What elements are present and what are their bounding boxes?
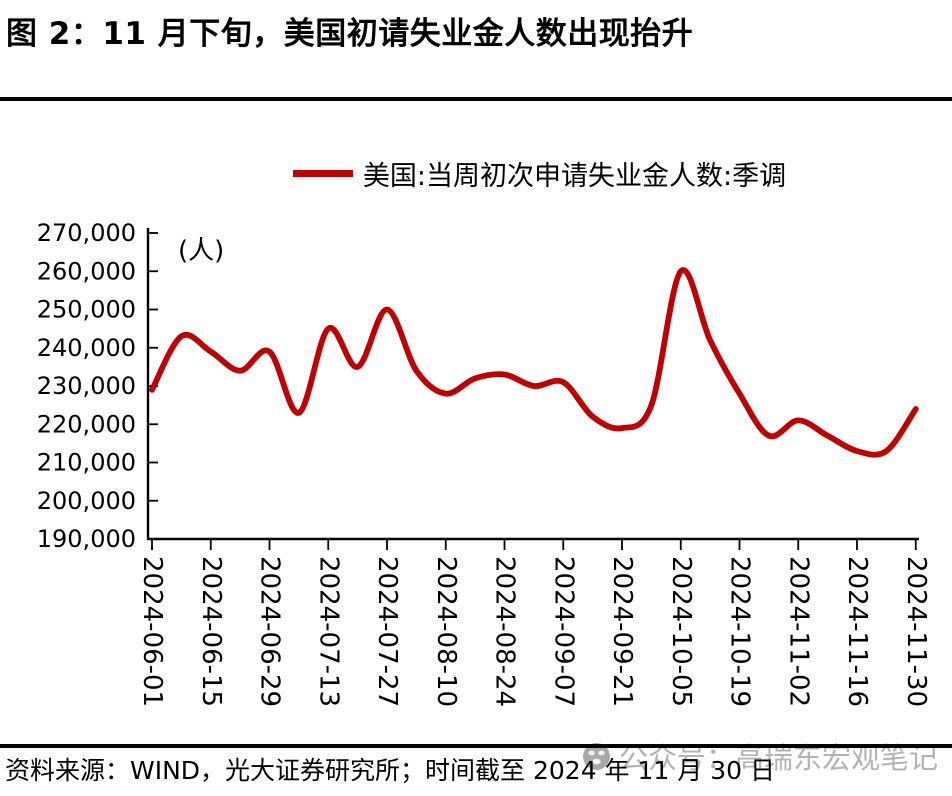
y-tick-label: 220,000 [37, 410, 136, 438]
x-tick-label: 2024-11-02 [783, 556, 813, 707]
x-tick-label: 2024-10-05 [666, 556, 696, 707]
y-axis-unit-label: (人) [178, 236, 225, 266]
x-tick-label: 2024-08-10 [431, 556, 461, 707]
x-tick-label: 2024-10-19 [725, 556, 755, 707]
y-tick-label: 190,000 [37, 525, 136, 553]
x-tick-label: 2024-09-21 [607, 556, 637, 707]
x-tick-label: 2024-06-15 [196, 556, 226, 707]
x-tick-label: 2024-06-01 [137, 556, 167, 707]
x-tick-label: 2024-07-13 [313, 556, 343, 707]
legend-series-label: 美国:当周初次申请失业金人数:季调 [362, 160, 787, 192]
x-tick-label: 2024-08-24 [490, 556, 520, 707]
source-note: 资料来源：WIND，光大证券研究所；时间截至 2024 年 11 月 30 日 [5, 756, 775, 785]
y-tick-label: 260,000 [37, 257, 136, 285]
x-tick-label: 2024-06-29 [255, 556, 285, 707]
jobless-claims-line-chart: 270,000 260,000 250,000 240,000 230,000 220,0… [37, 219, 931, 707]
footer-divider-line [0, 744, 952, 748]
legend-line-swatch [292, 169, 353, 177]
y-tick-label: 200,000 [37, 487, 136, 515]
x-tick-label: 2024-11-16 [842, 556, 872, 707]
title-divider-line [0, 97, 952, 101]
y-tick-label: 210,000 [37, 449, 136, 477]
y-tick-label: 250,000 [37, 296, 136, 324]
figure-title: 图 2：11 月下旬，美国初请失业金人数出现抬升 [6, 16, 694, 52]
jobless-claims-line [149, 267, 919, 458]
chart-legend: 美国:当周初次申请失业金人数:季调 [148, 155, 931, 192]
y-tick-label: 240,000 [37, 334, 136, 362]
x-tick-label: 2024-07-27 [372, 556, 402, 707]
x-tick-label: 2024-09-07 [548, 556, 578, 707]
y-tick-label: 270,000 [37, 219, 136, 247]
watermark-logo-icon [583, 742, 610, 770]
y-tick-label: 230,000 [37, 372, 136, 400]
x-tick-label: 2024-11-30 [901, 556, 931, 707]
